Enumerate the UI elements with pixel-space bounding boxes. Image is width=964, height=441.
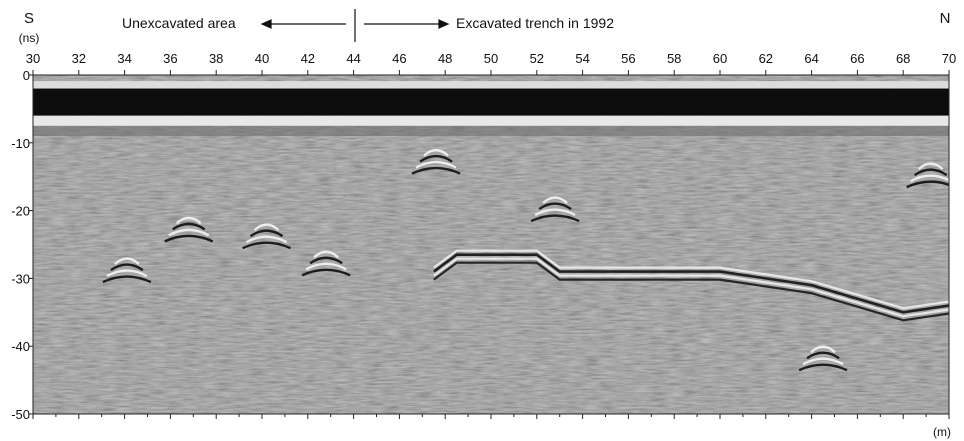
y-tick-label--30: -30 bbox=[11, 271, 30, 286]
reflector-6-arc-3 bbox=[798, 363, 848, 372]
x-tick-label-54: 54 bbox=[575, 51, 589, 66]
x-unit-label: (m) bbox=[933, 425, 951, 439]
y-tick-label-0: 0 bbox=[23, 68, 30, 83]
x-tick-label-46: 46 bbox=[392, 51, 406, 66]
reflector-0-arc-2 bbox=[106, 269, 148, 278]
annotation-unexcavated: Unexcavated area bbox=[122, 15, 236, 31]
reflector-3-arc-1 bbox=[309, 256, 343, 265]
reflector-5 bbox=[530, 196, 580, 223]
reflector-2-arc-2 bbox=[246, 235, 288, 244]
reflector-0-arc-0 bbox=[114, 257, 140, 265]
reflector-1-arc-3 bbox=[164, 234, 214, 243]
x-tick-label-62: 62 bbox=[759, 51, 773, 66]
reflector-7-arc-0 bbox=[917, 162, 944, 171]
band-dark bbox=[33, 88, 949, 116]
reflector-7-arc-1 bbox=[914, 168, 948, 177]
right-arrow-head bbox=[438, 19, 450, 29]
annotation-excavated: Excavated trench in 1992 bbox=[456, 15, 614, 31]
reflector-0-arc-3 bbox=[102, 275, 152, 284]
left-arrow-head bbox=[260, 19, 272, 29]
y-axis: 0 -10 -20 -30 -40 -50 bbox=[11, 68, 33, 422]
reflector-2-arc-0 bbox=[253, 223, 280, 232]
x-tick-label-48: 48 bbox=[438, 51, 452, 66]
y-tick-label--40: -40 bbox=[11, 339, 30, 354]
reflector-0-arc-1 bbox=[110, 263, 144, 272]
x-tick-label-30: 30 bbox=[26, 51, 40, 66]
floor-stripe-light-2 bbox=[433, 257, 949, 318]
reflector-5-arc-3 bbox=[530, 214, 580, 223]
floor-stripe-light-1 bbox=[433, 249, 949, 310]
trench-floor-layer bbox=[433, 249, 949, 322]
reflector-3 bbox=[301, 250, 351, 277]
x-tick-label-36: 36 bbox=[163, 51, 177, 66]
south-direction-label: S bbox=[24, 10, 34, 27]
reflector-4-arc-1 bbox=[419, 154, 453, 163]
reflector-4-arc-3 bbox=[411, 166, 461, 175]
x-tick-label-34: 34 bbox=[117, 51, 131, 66]
y-tick-label--20: -20 bbox=[11, 204, 30, 219]
reflector-6-arc-1 bbox=[806, 351, 840, 360]
band-light-top bbox=[33, 81, 949, 89]
x-tick-label-38: 38 bbox=[209, 51, 223, 66]
x-tick-label-58: 58 bbox=[667, 51, 681, 66]
reflector-6 bbox=[798, 345, 848, 372]
reflector-3-arc-0 bbox=[313, 250, 339, 259]
reflector-2-arc-1 bbox=[249, 229, 284, 238]
reflector-layer bbox=[102, 148, 949, 372]
floor-stripe-dark-2 bbox=[433, 261, 949, 322]
reflector-1 bbox=[164, 216, 214, 243]
reflector-7 bbox=[906, 162, 949, 189]
direct-wave-band bbox=[33, 81, 949, 137]
reflector-5-arc-2 bbox=[534, 208, 576, 217]
radargram-plot bbox=[33, 75, 949, 414]
reflector-1-arc-1 bbox=[172, 222, 206, 231]
reflector-5-arc-1 bbox=[538, 202, 572, 211]
y-tick-label--50: -50 bbox=[11, 407, 30, 422]
x-tick-label-32: 32 bbox=[72, 51, 86, 66]
reflector-7-arc-3 bbox=[906, 180, 949, 189]
reflector-5-arc-0 bbox=[542, 196, 568, 204]
x-tick-label-56: 56 bbox=[621, 51, 635, 66]
band-light-bottom bbox=[33, 115, 949, 126]
reflector-2 bbox=[242, 223, 292, 250]
reflector-0 bbox=[102, 257, 152, 284]
x-tick-label-66: 66 bbox=[850, 51, 864, 66]
x-tick-label-64: 64 bbox=[804, 51, 818, 66]
reflector-1-arc-0 bbox=[175, 216, 202, 225]
x-tick-label-44: 44 bbox=[346, 51, 360, 66]
x-tick-label-52: 52 bbox=[530, 51, 544, 66]
reflector-6-arc-2 bbox=[802, 357, 844, 366]
x-tick-label-42: 42 bbox=[301, 51, 315, 66]
reflector-3-arc-3 bbox=[301, 268, 351, 277]
reflector-2-arc-3 bbox=[242, 241, 292, 250]
reflector-1-arc-2 bbox=[168, 228, 210, 237]
y-unit-label: (ns) bbox=[19, 31, 40, 45]
north-direction-label: N bbox=[940, 10, 951, 27]
x-tick-label-50: 50 bbox=[484, 51, 498, 66]
x-tick-label-68: 68 bbox=[896, 51, 910, 66]
divider-arrows bbox=[260, 9, 450, 42]
y-tick-label--10: -10 bbox=[11, 136, 30, 151]
reflector-3-arc-2 bbox=[305, 262, 347, 271]
x-tick-label-70: 70 bbox=[942, 51, 956, 66]
x-tick-label-60: 60 bbox=[713, 51, 727, 66]
reflector-4-arc-2 bbox=[415, 160, 457, 169]
reflector-4 bbox=[411, 148, 461, 175]
reflector-4-arc-0 bbox=[423, 148, 449, 157]
x-tick-label-40: 40 bbox=[255, 51, 269, 66]
floor-stripe-dark-1 bbox=[433, 253, 949, 314]
reflector-7-arc-2 bbox=[910, 174, 949, 183]
band-shadow bbox=[33, 125, 949, 137]
x-axis: 30 32 34 36 38 40 42 44 46 48 50 52 54 56 58 60 62 64 66 68… bbox=[26, 51, 956, 419]
reflector-6-arc-0 bbox=[810, 345, 836, 354]
